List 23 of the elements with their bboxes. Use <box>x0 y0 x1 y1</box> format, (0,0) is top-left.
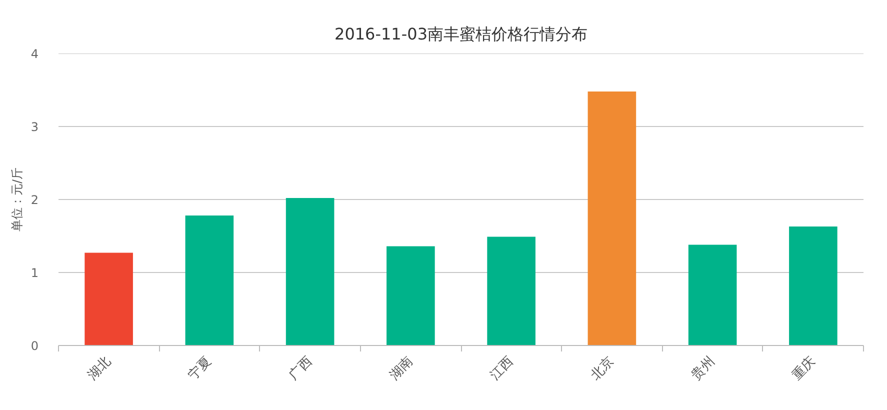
x-tick-label: 北京 <box>588 354 618 384</box>
bar <box>386 246 435 346</box>
x-tick-label: 宁夏 <box>185 353 215 384</box>
y-tick-label: 3 <box>30 120 39 134</box>
bar <box>789 226 838 346</box>
x-tick-label: 贵州 <box>688 354 718 384</box>
bar <box>185 216 234 346</box>
y-tick-label: 2 <box>30 193 39 207</box>
chart-title: 2016-11-03南丰蜜桔价格行情分布 <box>334 24 588 44</box>
x-tick-label: 湖南 <box>387 354 416 384</box>
bar <box>487 236 536 346</box>
y-tick-label: 4 <box>30 47 39 61</box>
bar <box>84 252 133 346</box>
x-tick-label: 重庆 <box>790 354 818 384</box>
x-tick-label: 广西 <box>286 354 316 384</box>
bar <box>588 91 636 346</box>
bar <box>688 244 737 346</box>
y-tick-label: 0 <box>30 339 39 353</box>
bar <box>286 198 334 346</box>
x-tick-label: 江西 <box>488 354 517 384</box>
x-tick-label: 湖北 <box>85 354 114 384</box>
y-tick-label: 1 <box>30 266 39 280</box>
y-axis-title: 单位：元/斤 <box>10 167 24 232</box>
